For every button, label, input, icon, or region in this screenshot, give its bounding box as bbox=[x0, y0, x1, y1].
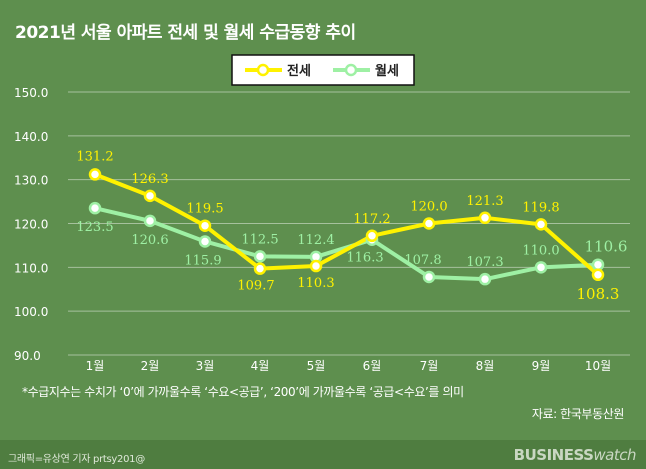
data-label-wolse: 112.4 bbox=[297, 233, 334, 248]
data-label-wolse: 110.6 bbox=[585, 238, 628, 256]
y-tick-label: 120.0 bbox=[14, 218, 48, 232]
y-tick-label: 90.0 bbox=[14, 349, 41, 363]
y-tick-label: 110.0 bbox=[14, 261, 48, 275]
x-tick-label: 8월 bbox=[476, 359, 495, 373]
data-label-wolse: 112.5 bbox=[241, 232, 278, 247]
x-tick-label: 9월 bbox=[532, 359, 551, 373]
point-jeonse bbox=[365, 229, 379, 243]
data-label-jeonse: 119.8 bbox=[522, 200, 559, 215]
x-tick-label: 10월 bbox=[585, 359, 611, 373]
data-label-wolse: 110.0 bbox=[522, 243, 559, 258]
legend: 전세 월세 bbox=[231, 54, 415, 86]
point-wolse bbox=[591, 258, 605, 271]
x-tick-label: 6월 bbox=[363, 359, 382, 373]
graphic-credit: 그래픽=유상연 기자 prtsy201@ bbox=[8, 454, 145, 465]
series-points bbox=[88, 168, 605, 286]
line-chart: 150.0 140.0 130.0 120.0 110.0 100.0 90.0 1월 2월 3… bbox=[14, 54, 630, 373]
point-wolse bbox=[143, 214, 157, 228]
data-label-jeonse: 121.3 bbox=[466, 194, 503, 209]
x-tick-label: 1월 bbox=[86, 359, 105, 373]
source-note: 자료: 한국부동산원 bbox=[531, 407, 625, 421]
y-tick-label: 100.0 bbox=[14, 305, 48, 319]
data-label-jeonse: 119.5 bbox=[186, 202, 223, 217]
point-wolse bbox=[198, 235, 212, 248]
point-jeonse bbox=[591, 268, 605, 282]
point-jeonse bbox=[88, 168, 102, 181]
data-label-jeonse: 117.2 bbox=[353, 212, 390, 227]
brand-part1: BUSINESS bbox=[513, 446, 594, 464]
data-label-jeonse: 131.2 bbox=[76, 149, 113, 164]
data-label-wolse: 116.3 bbox=[346, 251, 383, 266]
y-tick-label: 150.0 bbox=[14, 86, 48, 100]
point-jeonse bbox=[253, 262, 267, 275]
data-label-jeonse: 126.3 bbox=[131, 172, 168, 187]
point-wolse bbox=[478, 272, 492, 286]
point-jeonse bbox=[478, 211, 492, 225]
footnote: *수급지수는 수치가 ‘0’에 가까울수록 ‘수요<공급’, ‘200’에 가까… bbox=[22, 385, 464, 399]
data-label-jeonse: 120.0 bbox=[410, 200, 447, 215]
brand-part2: watch bbox=[593, 446, 636, 464]
data-label-wolse: 115.9 bbox=[184, 253, 221, 268]
y-axis-ticks: 150.0 140.0 130.0 120.0 110.0 100.0 90.0 bbox=[14, 86, 48, 363]
y-tick-label: 140.0 bbox=[14, 130, 48, 144]
legend-marker-jeonse bbox=[256, 63, 270, 77]
legend-item-wolse: 월세 bbox=[333, 63, 399, 79]
data-labels: 131.2 126.3 119.5 109.7 110.3 117.2 120.0 121.3… bbox=[76, 149, 627, 302]
point-wolse bbox=[88, 201, 102, 215]
legend-item-jeonse: 전세 bbox=[245, 63, 311, 79]
x-axis-ticks: 1월 2월 3월 4월 5월 6월 7월 8월 9월 10월 bbox=[86, 359, 612, 373]
series-line-wolse bbox=[94, 206, 599, 282]
series-line-jeonse bbox=[94, 172, 600, 277]
footer-bar bbox=[0, 440, 646, 469]
data-label-wolse: 120.6 bbox=[131, 233, 168, 248]
point-jeonse bbox=[534, 218, 548, 231]
point-wolse bbox=[534, 261, 548, 274]
point-jeonse bbox=[143, 189, 157, 203]
x-tick-label: 5월 bbox=[307, 359, 326, 373]
point-wolse bbox=[422, 270, 436, 284]
legend-label-wolse: 월세 bbox=[375, 63, 399, 79]
y-tick-label: 130.0 bbox=[14, 174, 48, 188]
point-jeonse bbox=[422, 217, 436, 230]
x-tick-label: 7월 bbox=[420, 359, 439, 373]
data-label-wolse: 123.5 bbox=[76, 220, 113, 235]
data-label-wolse: 107.8 bbox=[404, 253, 441, 268]
legend-label-jeonse: 전세 bbox=[287, 63, 311, 79]
point-jeonse bbox=[309, 259, 323, 273]
x-tick-label: 3월 bbox=[196, 359, 215, 373]
x-tick-label: 4월 bbox=[251, 359, 270, 373]
series-lines bbox=[94, 172, 600, 282]
point-jeonse bbox=[198, 219, 212, 232]
legend-marker-wolse bbox=[344, 63, 358, 77]
brand-logo: BUSINESSwatch bbox=[513, 446, 637, 464]
x-tick-label: 2월 bbox=[141, 359, 160, 373]
chart-title: 2021년 서울 아파트 전세 및 월세 수급동향 추이 bbox=[15, 23, 356, 43]
data-label-jeonse: 109.7 bbox=[237, 279, 274, 294]
data-label-wolse: 107.3 bbox=[466, 255, 503, 270]
data-label-jeonse: 110.3 bbox=[297, 276, 334, 291]
point-wolse bbox=[253, 250, 267, 263]
data-label-jeonse: 108.3 bbox=[577, 285, 620, 303]
